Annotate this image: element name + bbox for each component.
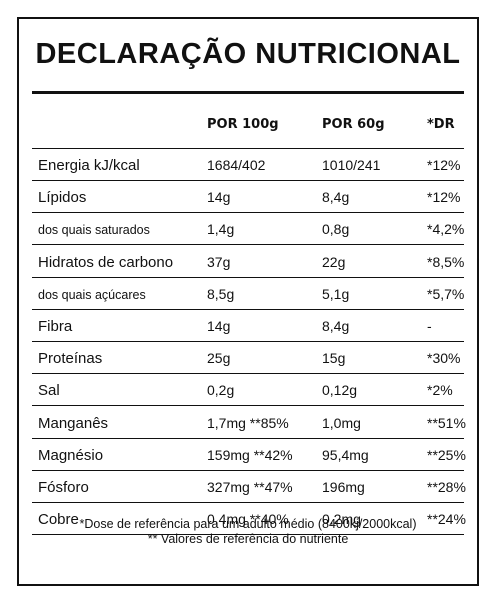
row-divider	[32, 308, 464, 310]
table-row: Energia kJ/kcal 1684/402 1010/241 *12%	[32, 149, 464, 181]
value-per-60g: 0,8g	[322, 221, 350, 238]
row-divider	[32, 244, 464, 246]
nutrient-name: Lípidos	[38, 189, 87, 207]
value-per-100g: 14g	[207, 318, 231, 334]
value-dr: *30%	[427, 350, 461, 367]
nutrient-name: dos quais saturados	[38, 223, 150, 238]
value-per-100g: 37g	[207, 253, 231, 270]
header-per-100g: POR 100g	[207, 117, 279, 132]
row-divider	[32, 469, 464, 471]
row-divider	[32, 437, 464, 439]
table-row: Proteínas 25g 15g *30%	[32, 342, 464, 375]
value-per-60g: 196mg	[322, 479, 365, 495]
nutrient-name: Proteínas	[38, 350, 103, 368]
nutrient-name: Cobre	[38, 511, 79, 529]
nutrient-name: Magnésio	[38, 446, 104, 464]
value-per-60g: 15g	[322, 350, 346, 367]
value-per-60g: 0,2mg	[322, 511, 361, 528]
table-row: dos quais açúcares 8,5g 5,1g *5,7%	[32, 278, 464, 310]
value-dr: **28%	[427, 479, 466, 495]
value-per-100g: 14g	[207, 189, 231, 206]
value-dr: -	[427, 318, 432, 334]
nutrient-name: Energia kJ/kcal	[38, 157, 140, 174]
table-row: Hidratos de carbono 37g 22g *8,5%	[32, 246, 464, 278]
value-per-100g: 1,7mg **85%	[207, 414, 289, 431]
nutrient-name: Sal	[38, 382, 60, 400]
table-row: Lípidos 14g 8,4g *12%	[32, 181, 464, 214]
footnote-dr: *Dose de referência para um adulto médio…	[79, 517, 417, 531]
title-divider	[32, 91, 464, 94]
table-row: dos quais saturados 1,4g 0,8g *4,2%	[32, 213, 465, 246]
table-row: Sal 0,2g 0,12g *2%	[32, 374, 464, 407]
table-row: Manganês 1,7mg **85% 1,0mg **51%	[32, 407, 466, 439]
value-per-60g: 95,4mg	[322, 446, 369, 463]
nutrient-name: Manganês	[38, 414, 109, 432]
value-per-100g: 0,2g	[207, 382, 235, 399]
footnote-nrv: ** Valores de referência do nutriente	[147, 532, 349, 546]
value-dr: **51%	[427, 414, 466, 431]
header-divider	[32, 148, 464, 149]
row-divider	[32, 341, 464, 342]
label-title: DECLARAÇÃO NUTRICIONAL	[35, 38, 461, 70]
table-header: POR 100g POR 60g *DR	[32, 94, 464, 148]
nutrient-name: dos quais açúcares	[38, 287, 146, 302]
table-row: Fósforo 327mg **47% 196mg **28%	[32, 471, 466, 503]
value-dr: **24%	[427, 511, 466, 528]
value-per-100g: 8,5g	[207, 285, 235, 302]
row-divider	[32, 276, 464, 278]
row-divider	[32, 405, 464, 407]
table-row: Cobre 0,4mg **40% 0,2mg **24%	[32, 503, 466, 536]
value-dr: *12%	[427, 157, 461, 173]
value-per-60g: 22g	[322, 253, 346, 270]
table-row: Magnésio 159mg **42% 95,4mg **25%	[32, 439, 466, 471]
value-dr: *2%	[427, 382, 453, 399]
nutrient-name: Fibra	[38, 318, 73, 335]
value-per-100g: 1684/402	[207, 157, 266, 173]
nutrition-label: DECLARAÇÃO NUTRICIONAL POR 100g POR 60g …	[17, 17, 479, 586]
value-dr: **25%	[427, 446, 466, 463]
value-dr: *8,5%	[427, 253, 465, 270]
footnotes: *Dose de referência para um adulto médio…	[19, 517, 477, 547]
value-per-60g: 0,12g	[322, 382, 358, 399]
value-per-100g: 159mg **42%	[207, 446, 293, 463]
row-divider	[32, 502, 464, 503]
value-per-60g: 1010/241	[322, 157, 381, 173]
nutrient-name: Fósforo	[38, 479, 89, 496]
nutrient-name: Hidratos de carbono	[38, 253, 174, 271]
row-divider	[32, 373, 464, 375]
row-divider	[32, 534, 464, 536]
value-dr: *5,7%	[427, 285, 465, 302]
value-per-100g: 1,4g	[207, 221, 235, 238]
value-per-60g: 5,1g	[322, 285, 350, 302]
row-divider	[32, 180, 464, 181]
header-dr: *DR	[427, 117, 455, 132]
row-divider	[32, 212, 464, 214]
value-dr: *4,2%	[427, 221, 465, 238]
value-per-100g: 0,4mg **40%	[207, 511, 289, 528]
table-row: Fibra 14g 8,4g -	[32, 310, 464, 342]
value-dr: *12%	[427, 189, 461, 206]
value-per-100g: 25g	[207, 350, 231, 367]
value-per-60g: 1,0mg	[322, 414, 361, 431]
header-per-60g: POR 60g	[322, 117, 385, 132]
value-per-60g: 8,4g	[322, 189, 350, 206]
value-per-60g: 8,4g	[322, 318, 350, 334]
value-per-100g: 327mg **47%	[207, 479, 293, 495]
